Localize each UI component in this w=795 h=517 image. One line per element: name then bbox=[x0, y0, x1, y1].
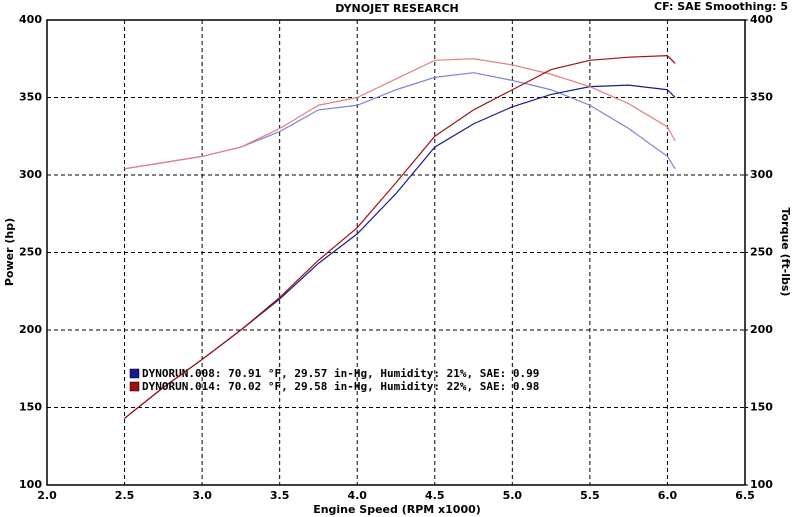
y-tick-label: 200 bbox=[19, 323, 42, 336]
chart-title: DYNOJET RESEARCH bbox=[335, 2, 458, 15]
legend-swatch bbox=[129, 381, 140, 392]
y-axis-label: Power (hp) bbox=[3, 218, 16, 286]
y-tick-label: 100 bbox=[19, 478, 42, 491]
y2-tick-label: 300 bbox=[750, 168, 773, 181]
x-tick-label: 2.0 bbox=[37, 489, 57, 502]
power-line bbox=[124, 55, 676, 419]
x-tick-label: 5.0 bbox=[503, 489, 523, 502]
x-tick-label: 2.5 bbox=[115, 489, 135, 502]
y-tick-label: 250 bbox=[19, 246, 42, 259]
x-tick-label: 3.0 bbox=[192, 489, 212, 502]
x-tick-label: 4.5 bbox=[425, 489, 445, 502]
y2-axis-label: Torque (ft-lbs) bbox=[779, 208, 792, 297]
legend-swatch bbox=[129, 368, 140, 379]
x-tick-label: 6.0 bbox=[658, 489, 678, 502]
legend-label: DYNORUN.014: 70.02 °F, 29.58 in-Hg, Humi… bbox=[142, 380, 539, 393]
y2-tick-label: 200 bbox=[750, 323, 773, 336]
y-tick-label: 150 bbox=[19, 401, 42, 414]
y-tick-label: 300 bbox=[19, 168, 42, 181]
torque-line bbox=[124, 58, 676, 170]
x-tick-label: 6.5 bbox=[735, 489, 755, 502]
y-tick-label: 350 bbox=[19, 91, 42, 104]
y2-tick-label: 250 bbox=[750, 246, 773, 259]
y2-tick-label: 400 bbox=[750, 13, 773, 26]
legend-label: DYNORUN.008: 70.91 °F, 29.57 in-Hg, Humi… bbox=[142, 367, 539, 380]
y2-tick-label: 150 bbox=[750, 401, 773, 414]
x-tick-label: 3.5 bbox=[270, 489, 290, 502]
y2-tick-label: 350 bbox=[750, 91, 773, 104]
x-axis-label: Engine Speed (RPM x1000) bbox=[313, 503, 481, 516]
y-tick-label: 400 bbox=[19, 13, 42, 26]
chart-subtitle: CF: SAE Smoothing: 5 bbox=[654, 0, 788, 13]
x-tick-label: 5.5 bbox=[580, 489, 600, 502]
x-tick-label: 4.0 bbox=[347, 489, 367, 502]
y2-tick-label: 100 bbox=[750, 478, 773, 491]
